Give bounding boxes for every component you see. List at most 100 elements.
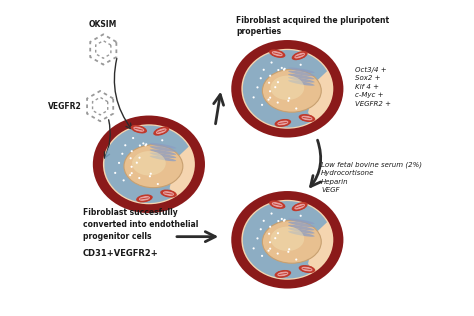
Ellipse shape (288, 218, 315, 224)
Circle shape (269, 75, 271, 77)
Circle shape (139, 144, 141, 147)
Text: CD31+VEGFR2+: CD31+VEGFR2+ (83, 249, 159, 258)
Text: VEGFR2: VEGFR2 (48, 101, 82, 111)
Text: Low fetal bovine serum (2%)
Hydrocortisone
Heparin
VEGF: Low fetal bovine serum (2%) Hydrocortiso… (321, 161, 422, 193)
Circle shape (269, 226, 271, 228)
Circle shape (124, 144, 127, 146)
Circle shape (263, 220, 265, 222)
Circle shape (253, 96, 255, 99)
Ellipse shape (153, 127, 169, 136)
Ellipse shape (288, 80, 315, 86)
Ellipse shape (150, 152, 176, 158)
Ellipse shape (231, 40, 344, 137)
Ellipse shape (299, 114, 315, 122)
Ellipse shape (156, 128, 166, 134)
Circle shape (277, 101, 279, 104)
Ellipse shape (288, 67, 315, 73)
Ellipse shape (271, 76, 304, 100)
Polygon shape (243, 201, 327, 279)
Circle shape (288, 248, 290, 250)
Circle shape (277, 220, 279, 222)
Circle shape (274, 237, 276, 239)
Circle shape (283, 69, 285, 71)
Ellipse shape (150, 143, 176, 149)
Circle shape (268, 233, 270, 235)
Ellipse shape (103, 124, 195, 204)
Text: Oct3/4 +
Sox2 +
Klf 4 +
c-Myc +
VEGFR2 +: Oct3/4 + Sox2 + Klf 4 + c-Myc + VEGFR2 + (355, 67, 391, 107)
Circle shape (268, 82, 270, 84)
Circle shape (131, 150, 133, 152)
Circle shape (121, 153, 123, 155)
Circle shape (261, 104, 263, 106)
Circle shape (281, 218, 283, 220)
Text: OKSIM: OKSIM (89, 20, 118, 29)
Ellipse shape (160, 190, 177, 198)
Ellipse shape (301, 116, 312, 120)
Circle shape (260, 228, 262, 230)
Ellipse shape (263, 69, 321, 112)
Circle shape (256, 86, 258, 88)
Circle shape (267, 99, 270, 101)
Polygon shape (243, 50, 327, 128)
Ellipse shape (271, 227, 304, 251)
Circle shape (277, 232, 279, 234)
Circle shape (132, 137, 134, 139)
Ellipse shape (139, 196, 150, 201)
Ellipse shape (301, 267, 312, 271)
Text: Fibroblast succesfully
converted into endothelial
progenitor cells: Fibroblast succesfully converted into en… (83, 208, 198, 241)
Circle shape (256, 237, 258, 240)
Circle shape (283, 68, 286, 70)
Circle shape (138, 157, 141, 159)
Ellipse shape (163, 191, 174, 196)
Circle shape (149, 175, 151, 177)
Circle shape (260, 77, 262, 79)
Text: Fibroblast acquired the pluripotent
properties: Fibroblast acquired the pluripotent prop… (236, 16, 389, 36)
Circle shape (283, 220, 285, 222)
Circle shape (277, 81, 279, 83)
Circle shape (150, 173, 152, 175)
Circle shape (274, 86, 276, 88)
Ellipse shape (288, 74, 315, 79)
Circle shape (131, 172, 133, 174)
Circle shape (138, 177, 140, 179)
Circle shape (287, 251, 290, 253)
Polygon shape (104, 125, 189, 203)
Ellipse shape (272, 202, 283, 207)
Circle shape (145, 144, 146, 146)
Circle shape (118, 162, 120, 164)
Circle shape (269, 241, 271, 243)
Circle shape (129, 174, 131, 176)
Circle shape (145, 143, 147, 145)
Ellipse shape (93, 116, 205, 213)
Ellipse shape (288, 231, 315, 237)
Circle shape (281, 67, 283, 69)
Ellipse shape (132, 151, 166, 175)
Ellipse shape (133, 126, 144, 132)
Circle shape (261, 255, 263, 257)
Circle shape (271, 62, 273, 64)
Ellipse shape (263, 220, 321, 263)
Circle shape (129, 157, 132, 159)
Ellipse shape (288, 225, 315, 230)
Ellipse shape (294, 53, 305, 58)
Ellipse shape (288, 228, 315, 234)
Ellipse shape (136, 194, 153, 203)
Circle shape (300, 215, 302, 217)
Ellipse shape (274, 119, 291, 127)
Ellipse shape (241, 200, 333, 280)
Ellipse shape (277, 271, 288, 276)
Ellipse shape (299, 265, 315, 273)
Ellipse shape (292, 51, 308, 60)
Circle shape (263, 69, 265, 71)
Ellipse shape (150, 156, 176, 161)
Circle shape (288, 97, 290, 99)
Ellipse shape (231, 191, 344, 289)
Circle shape (269, 248, 271, 250)
Ellipse shape (124, 145, 183, 188)
Circle shape (253, 247, 255, 249)
Circle shape (114, 172, 116, 174)
Ellipse shape (272, 51, 283, 56)
Ellipse shape (269, 200, 285, 209)
Ellipse shape (292, 202, 308, 211)
Circle shape (142, 142, 145, 144)
